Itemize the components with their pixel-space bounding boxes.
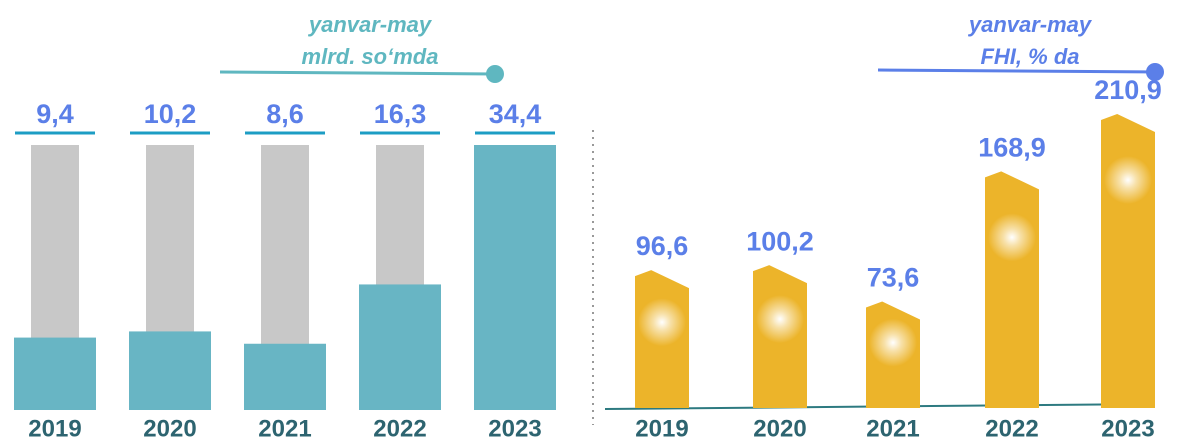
x-tick-label: 2023 — [488, 415, 541, 441]
bar-glow — [1104, 156, 1152, 204]
bar — [359, 284, 441, 410]
value-label: 9,4 — [36, 99, 74, 129]
x-tick-label: 2022 — [373, 415, 426, 441]
bar — [14, 337, 96, 410]
chart-subtitle: mlrd. so‘mda — [302, 44, 439, 69]
title-rule — [877, 68, 1156, 74]
value-label: 168,9 — [978, 132, 1046, 162]
bar — [244, 343, 326, 410]
value-label: 16,3 — [374, 99, 427, 129]
x-tick-label: 2019 — [28, 415, 81, 441]
bar — [474, 145, 556, 410]
title-dot — [1146, 63, 1164, 81]
chart-title: yanvar-may — [308, 12, 433, 37]
value-label: 73,6 — [867, 263, 920, 293]
chart-subtitle: FHI, % da — [980, 44, 1079, 69]
title-rule — [219, 70, 496, 76]
value-label: 8,6 — [266, 99, 304, 129]
value-label: 210,9 — [1094, 75, 1162, 105]
bar-glow — [638, 298, 686, 347]
value-label: 10,2 — [144, 99, 197, 129]
x-tick-label: 2020 — [753, 415, 806, 441]
title-dot — [486, 65, 504, 83]
bar — [129, 331, 211, 410]
x-tick-label: 2019 — [635, 415, 688, 441]
bar-glow — [756, 295, 804, 344]
x-tick-label: 2022 — [985, 415, 1038, 441]
value-label: 34,4 — [489, 99, 542, 129]
chart-title: yanvar-may — [968, 12, 1093, 37]
x-tick-label: 2023 — [1101, 415, 1154, 441]
value-label: 100,2 — [746, 226, 814, 256]
bar — [985, 171, 1039, 408]
x-tick-label: 2020 — [143, 415, 196, 441]
bar-glow — [988, 213, 1036, 262]
x-tick-label: 2021 — [258, 415, 311, 441]
value-label: 96,6 — [636, 231, 689, 261]
bar-glow — [869, 318, 917, 367]
x-tick-label: 2021 — [866, 415, 919, 441]
